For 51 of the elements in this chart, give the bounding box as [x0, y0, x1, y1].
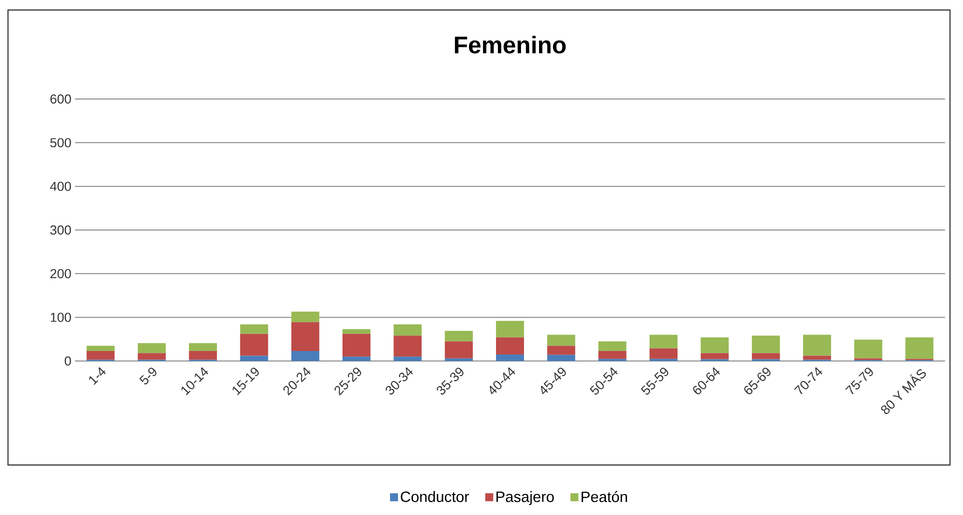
bar [444, 358, 473, 361]
bar [138, 343, 166, 354]
y-tick-label: 400 [50, 182, 71, 191]
x-tick-label: 1-4 [89, 367, 106, 385]
x-tick-label: 5-9 [139, 368, 156, 384]
bar [394, 324, 422, 336]
bar [752, 336, 780, 354]
bar [342, 329, 370, 334]
bar [394, 336, 422, 357]
bar [291, 350, 320, 361]
bar [598, 350, 626, 359]
bar [342, 334, 370, 357]
bar [444, 330, 473, 342]
bar [188, 350, 217, 360]
legend-label: Conductor [400, 491, 469, 502]
y-tick-label: 100 [50, 312, 71, 322]
bar [86, 346, 115, 351]
bar [547, 346, 576, 355]
bar [444, 341, 473, 358]
bar [650, 334, 678, 348]
bar [188, 343, 217, 351]
y-tick-label: 300 [50, 225, 71, 235]
bar [803, 334, 832, 356]
bar [291, 312, 320, 322]
y-tick-label: 200 [50, 269, 71, 278]
bar [291, 322, 320, 351]
bar [547, 354, 576, 361]
bar [496, 354, 524, 361]
bar [496, 320, 524, 338]
chart-title: Femenino [454, 36, 566, 54]
bar [394, 356, 422, 361]
y-tick-label: 500 [50, 138, 71, 148]
bar [598, 341, 626, 351]
bar [138, 353, 166, 360]
legend-label: Pasajero [496, 491, 554, 506]
bar [700, 353, 729, 360]
bar [240, 324, 268, 334]
bar [496, 337, 524, 354]
bar [547, 334, 576, 346]
bar [650, 348, 678, 359]
legend-label: Peatón [582, 490, 628, 502]
bar [240, 334, 268, 356]
y-tick-label: 0 [64, 356, 71, 366]
bar [342, 356, 370, 361]
bar [905, 337, 934, 359]
bar [240, 356, 268, 361]
y-tick-label: 600 [50, 94, 71, 104]
bar [752, 353, 780, 360]
bar [700, 337, 729, 354]
bar [86, 350, 115, 360]
bar [854, 340, 882, 358]
